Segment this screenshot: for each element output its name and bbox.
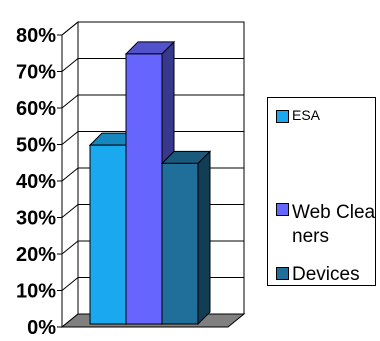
legend-label-web-cleaners: Web Cleaners	[292, 202, 376, 247]
legend-swatch-devices	[276, 267, 289, 280]
gridline	[61, 21, 244, 36]
y-tick-label: 10%	[16, 281, 56, 303]
legend-swatch-web-cleaners	[276, 203, 289, 216]
y-tick-label: 20%	[16, 244, 56, 266]
bar-side	[197, 150, 211, 326]
legend: ESA Web Cleaners Devices	[267, 97, 376, 286]
bar-front	[89, 144, 127, 325]
y-axis-ticks: 0% 10% 20% 30% 40% 50% 60% 70% 80%	[16, 25, 62, 339]
bar-front	[161, 162, 199, 325]
bar-devices	[160, 150, 212, 326]
legend-label-esa: ESA	[292, 107, 321, 123]
y-tick-label: 60%	[16, 98, 56, 120]
y-tick-label: 30%	[16, 208, 56, 230]
bars	[88, 40, 212, 326]
y-tick-label: 50%	[16, 135, 56, 157]
y-tick-label: 40%	[16, 171, 56, 193]
bar-front	[125, 53, 163, 325]
y-tick-label: 0%	[27, 317, 56, 339]
legend-label-devices: Devices	[292, 264, 360, 285]
gridline	[61, 131, 244, 145]
y-tick-label: 80%	[16, 25, 56, 47]
gridline	[61, 94, 244, 109]
gridline	[61, 58, 244, 72]
legend-swatch-esa	[276, 110, 289, 123]
y-tick-label: 70%	[16, 62, 56, 84]
